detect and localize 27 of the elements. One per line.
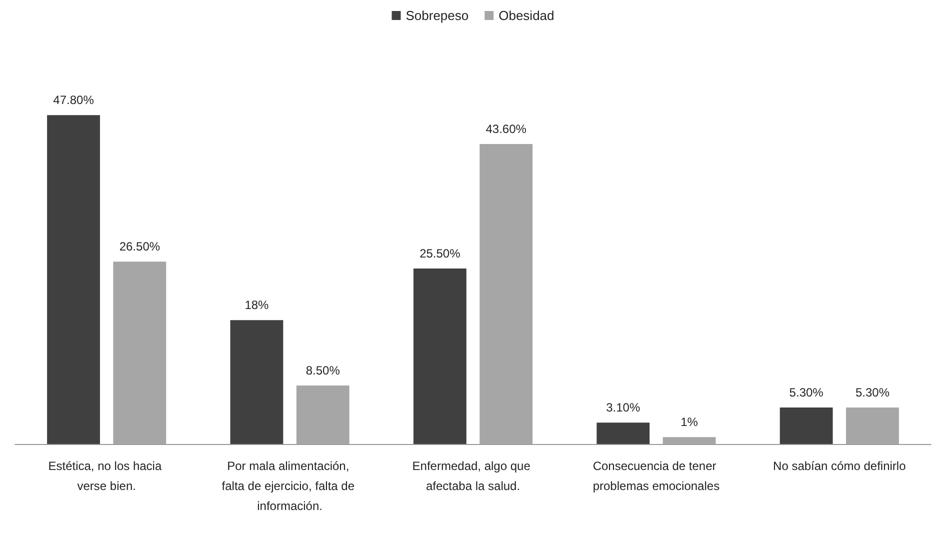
x-tick-label: No sabían cómo definirlo <box>773 459 906 473</box>
bar <box>596 422 650 444</box>
data-label: 5.30% <box>855 386 890 400</box>
x-tick-label: Enfermedad, algo que afectaba la salud. <box>412 459 534 493</box>
legend-label: Sobrepeso <box>406 8 469 23</box>
bar <box>47 115 100 444</box>
x-tick-label: Consecuencia de tener problemas emocionales <box>592 459 720 493</box>
bar <box>662 437 716 444</box>
x-tick-label: Por mala alimentación, falta de ejercicio, falta de información. <box>222 459 358 513</box>
x-tick-label: Estética, no los hacia verse bien. <box>48 459 165 493</box>
data-label: 43.60% <box>486 122 527 136</box>
bar <box>413 268 466 444</box>
bar <box>780 408 833 444</box>
bar <box>113 262 166 444</box>
bar <box>230 320 284 444</box>
data-label: 18% <box>244 298 270 312</box>
data-label: 1% <box>680 415 698 430</box>
legend-label: Obesidad <box>498 8 554 23</box>
data-label: 25.50% <box>420 246 461 261</box>
data-label: 8.50% <box>306 364 340 378</box>
data-label: 5.30% <box>789 386 824 400</box>
bar <box>846 408 899 444</box>
data-label: 47.80% <box>53 93 94 108</box>
data-label: 26.50% <box>119 240 160 254</box>
bar <box>480 144 533 444</box>
bar <box>296 386 350 444</box>
data-label: 3.10% <box>606 400 640 415</box>
